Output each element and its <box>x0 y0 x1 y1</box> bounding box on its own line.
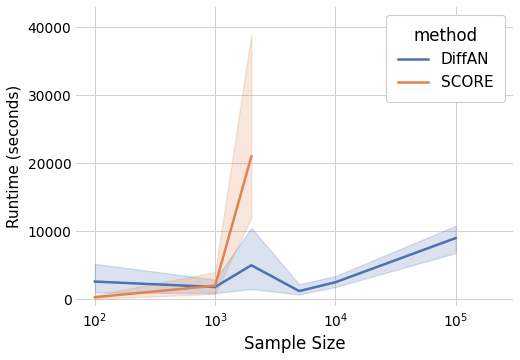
DiffAN <box>452 236 459 240</box>
Line: DiffAN: DiffAN <box>95 238 456 291</box>
X-axis label: Sample Size: Sample Size <box>244 335 345 353</box>
Line: SCORE: SCORE <box>95 157 251 297</box>
DiffAN <box>248 263 254 267</box>
DiffAN <box>92 279 98 284</box>
SCORE <box>212 283 218 288</box>
Legend: DiffAN, SCORE: DiffAN, SCORE <box>385 15 505 102</box>
DiffAN <box>296 289 302 293</box>
DiffAN <box>332 280 339 284</box>
SCORE <box>248 154 254 159</box>
SCORE <box>92 295 98 300</box>
DiffAN <box>212 285 218 289</box>
Y-axis label: Runtime (seconds): Runtime (seconds) <box>7 85 22 228</box>
